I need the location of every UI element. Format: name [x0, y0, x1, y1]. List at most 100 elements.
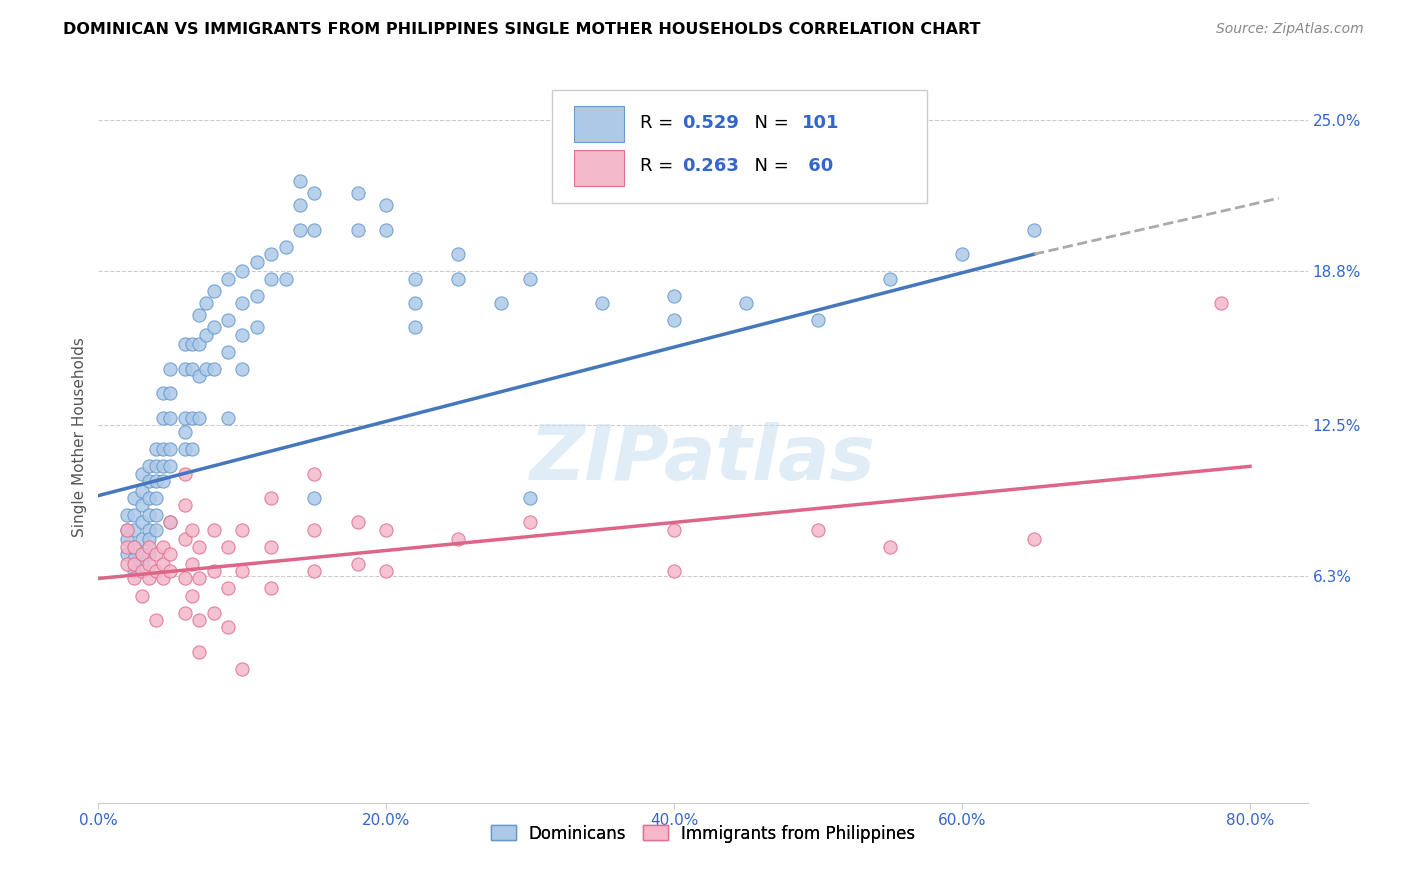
Point [195, 361, 218, 376]
Point [181, 337, 204, 351]
Point [288, 198, 311, 212]
Point [346, 516, 368, 530]
Point [375, 198, 398, 212]
Point [375, 223, 398, 237]
Point [131, 516, 153, 530]
Point [181, 410, 204, 425]
Point [181, 589, 204, 603]
Point [173, 572, 195, 586]
Point [131, 557, 153, 571]
Point [346, 186, 368, 201]
Point [138, 547, 160, 561]
Point [145, 459, 167, 474]
Point [115, 557, 138, 571]
Point [131, 533, 153, 547]
Point [145, 547, 167, 561]
Point [159, 516, 181, 530]
Point [173, 533, 195, 547]
Point [159, 547, 181, 561]
Point [288, 174, 311, 188]
Point [246, 288, 269, 302]
Point [124, 564, 146, 578]
Point [115, 547, 138, 561]
Point [145, 508, 167, 522]
Point [202, 523, 225, 537]
Point [124, 552, 146, 566]
Point [173, 499, 195, 513]
Point [188, 410, 211, 425]
Point [304, 564, 326, 578]
Point [124, 491, 146, 505]
Point [159, 459, 181, 474]
Point [173, 337, 195, 351]
Point [181, 442, 204, 457]
Point [152, 459, 174, 474]
Y-axis label: Single Mother Households: Single Mother Households [72, 337, 87, 537]
Point [152, 386, 174, 401]
Point [202, 564, 225, 578]
Point [181, 361, 204, 376]
Point [188, 308, 211, 322]
Point [304, 523, 326, 537]
Point [124, 523, 146, 537]
Point [188, 645, 211, 659]
Point [447, 271, 470, 285]
Point [304, 491, 326, 505]
Point [115, 540, 138, 554]
Point [195, 296, 218, 310]
Point [1022, 223, 1045, 237]
Point [159, 410, 181, 425]
Point [519, 271, 541, 285]
Text: ZIPatlas: ZIPatlas [530, 422, 876, 496]
Point [124, 540, 146, 554]
Point [260, 540, 283, 554]
Point [231, 523, 253, 537]
Point [131, 499, 153, 513]
Point [274, 240, 297, 254]
Point [346, 223, 368, 237]
Point [152, 474, 174, 488]
Point [404, 271, 426, 285]
Point [188, 572, 211, 586]
Point [217, 344, 239, 359]
Point [1211, 296, 1233, 310]
Point [195, 327, 218, 342]
Point [231, 327, 253, 342]
Point [304, 223, 326, 237]
Point [260, 581, 283, 595]
Point [735, 296, 758, 310]
FancyBboxPatch shape [574, 106, 624, 143]
Point [231, 361, 253, 376]
Point [173, 361, 195, 376]
Point [879, 540, 901, 554]
Point [217, 271, 239, 285]
Point [152, 442, 174, 457]
Point [138, 557, 160, 571]
Point [115, 508, 138, 522]
Point [152, 572, 174, 586]
Point [131, 483, 153, 498]
FancyBboxPatch shape [574, 151, 624, 186]
Point [152, 410, 174, 425]
FancyBboxPatch shape [551, 90, 927, 203]
Point [131, 564, 153, 578]
Point [202, 361, 225, 376]
Point [231, 662, 253, 676]
Point [138, 508, 160, 522]
Text: N =: N = [742, 158, 794, 176]
Point [173, 425, 195, 440]
Point [217, 581, 239, 595]
Text: Source: ZipAtlas.com: Source: ZipAtlas.com [1216, 22, 1364, 37]
Point [664, 288, 686, 302]
Point [173, 467, 195, 481]
Point [115, 523, 138, 537]
Point [181, 523, 204, 537]
Point [138, 540, 160, 554]
Point [807, 313, 830, 327]
Point [447, 247, 470, 261]
Point [159, 386, 181, 401]
Point [202, 606, 225, 620]
Point [188, 540, 211, 554]
Point [188, 613, 211, 627]
Point [115, 533, 138, 547]
